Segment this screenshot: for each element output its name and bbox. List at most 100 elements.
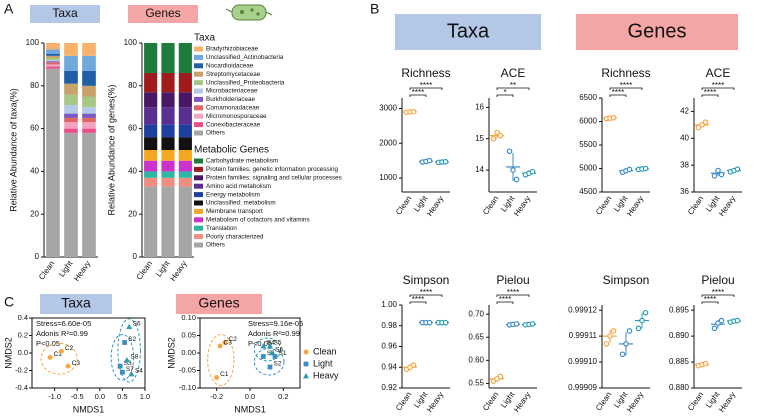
data-point <box>734 166 741 172</box>
significance-label: **** <box>704 88 716 97</box>
legend-marker <box>303 349 309 355</box>
significance-label: **** <box>412 295 424 304</box>
data-point <box>715 167 721 174</box>
data-point <box>490 135 497 142</box>
bar-segment <box>161 92 175 108</box>
y-tick-label: 0.10 <box>181 313 196 322</box>
group-ellipse <box>110 334 135 381</box>
significance-bracket <box>409 87 443 90</box>
data-point <box>217 343 223 349</box>
point-label: S4 <box>135 368 143 375</box>
bar-segment <box>144 107 158 125</box>
x-tick-label: Heavy <box>717 390 737 414</box>
chart-title: Simpson <box>603 273 650 287</box>
bar-segment <box>46 43 60 50</box>
data-point <box>47 354 53 360</box>
point-label: C2 <box>229 336 238 343</box>
legend-title: Taxa <box>194 33 216 44</box>
x-tick-label: Heavy <box>512 194 532 218</box>
point-label: S1 <box>279 350 287 357</box>
panel-label: B <box>370 1 379 17</box>
y-tick-label: 20 <box>30 209 39 218</box>
bar-segment <box>64 55 78 71</box>
point-label: C1 <box>54 351 63 358</box>
x-tick-label: 0.5 <box>117 392 127 401</box>
bar-segment <box>144 150 158 161</box>
title-box <box>128 5 198 23</box>
legend-label: Others <box>206 242 225 249</box>
chart-title: Richness <box>401 66 450 80</box>
bar-segment <box>46 61 60 63</box>
data-point <box>58 348 64 354</box>
significance-label: **** <box>499 295 511 304</box>
x-tick-label: 0.2 <box>278 392 288 401</box>
legend-swatch <box>194 234 203 240</box>
title-box <box>30 5 100 23</box>
bar-segment <box>144 43 158 73</box>
x-tick-label: Heavy <box>625 390 645 414</box>
bar-segment <box>144 92 158 108</box>
y-tick-label: 80 <box>30 81 39 90</box>
legend-swatch <box>194 54 203 60</box>
bar-segment <box>46 68 60 258</box>
bar-segment <box>82 117 96 123</box>
bar-segment <box>82 107 96 114</box>
bar-segment <box>178 72 192 93</box>
bar-segment <box>161 107 175 125</box>
data-point <box>267 343 273 349</box>
data-point <box>734 317 741 324</box>
header: Taxa <box>447 20 490 42</box>
y-axis-label: NMDS2 <box>166 337 176 369</box>
y-tick-label: 40 <box>128 167 137 176</box>
bar-segment <box>161 186 175 257</box>
y-tick-label: 0.00 <box>181 348 196 357</box>
y-tick-label: 0 <box>35 252 40 261</box>
y-tick-label: 0.4 <box>18 313 28 322</box>
x-tick-label: Clean <box>686 390 705 412</box>
legend-label: Burkholderiaceae <box>206 96 256 103</box>
legend-swatch <box>194 96 203 102</box>
legend-swatch <box>194 183 203 189</box>
legend-label: Amino acid metabolism <box>206 183 271 190</box>
bar-segment <box>46 55 60 58</box>
point-label: S7 <box>126 366 134 373</box>
x-tick-label: Heavy <box>425 194 445 218</box>
bar-segment <box>178 137 192 150</box>
legend-swatch <box>194 113 203 119</box>
point-label: S2 <box>128 336 136 343</box>
data-point <box>699 122 705 128</box>
annotation: Adonis R²=0.99 <box>36 329 88 338</box>
data-point <box>214 375 220 380</box>
y-tick-label: 0.885 <box>669 357 690 366</box>
significance-bracket <box>701 94 719 97</box>
bar-segment <box>161 72 175 93</box>
legend-swatch <box>194 192 203 198</box>
x-tick-label: Heavy <box>72 259 92 283</box>
y-tick-label: 6000 <box>579 117 597 126</box>
header-box <box>576 14 738 50</box>
y-tick-label: 15 <box>475 134 484 143</box>
y-tick-label: 2000 <box>379 138 397 147</box>
x-tick-label: 1.0 <box>140 392 150 401</box>
data-point <box>626 166 633 173</box>
bar-segment <box>144 171 158 178</box>
legend-swatch <box>194 166 203 172</box>
data-point <box>268 350 275 356</box>
chart-title: ACE <box>706 66 731 80</box>
significance-label: **** <box>412 88 424 97</box>
y-tick-label: 0.99910 <box>568 357 597 366</box>
bar-segment <box>82 55 96 71</box>
x-tick-label: Heavy <box>625 194 645 218</box>
header-box <box>395 14 541 50</box>
data-point <box>506 148 513 155</box>
bar-segment <box>46 64 60 67</box>
point-label: S6 <box>275 347 283 354</box>
significance-label: ** <box>510 81 516 90</box>
y-tick-label: 0.99911 <box>569 331 598 340</box>
significance-bracket <box>701 87 735 90</box>
legend-label: Clean <box>313 346 337 356</box>
bar-segment <box>46 66 60 69</box>
significance-bracket <box>701 294 735 297</box>
x-tick-label: Heavy <box>425 390 445 414</box>
y-tick-label: 14 <box>475 165 484 174</box>
